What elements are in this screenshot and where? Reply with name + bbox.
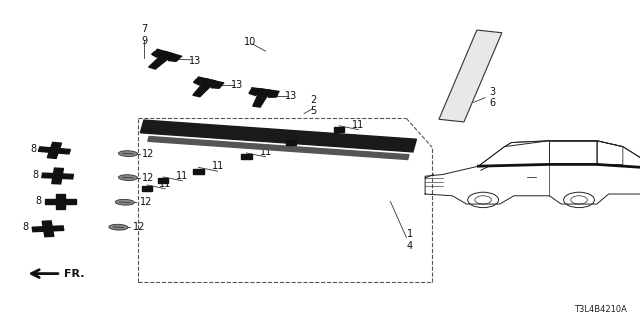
Polygon shape — [253, 89, 271, 107]
Text: 12: 12 — [140, 197, 152, 207]
Text: 12: 12 — [133, 222, 146, 232]
Polygon shape — [42, 173, 74, 179]
Polygon shape — [148, 137, 409, 159]
Text: 11: 11 — [159, 179, 172, 189]
Polygon shape — [38, 147, 70, 154]
Text: 3
6: 3 6 — [490, 87, 496, 108]
Text: 11: 11 — [259, 147, 272, 157]
Bar — [286, 140, 296, 145]
Polygon shape — [32, 226, 64, 232]
Text: 1
4: 1 4 — [406, 229, 413, 251]
Text: 13: 13 — [189, 56, 202, 66]
Polygon shape — [56, 194, 65, 209]
Text: 13: 13 — [230, 80, 243, 90]
Polygon shape — [193, 79, 216, 97]
Polygon shape — [439, 30, 502, 122]
Text: 8: 8 — [22, 222, 29, 232]
Polygon shape — [195, 77, 224, 88]
Polygon shape — [140, 120, 417, 152]
Polygon shape — [148, 52, 174, 69]
Text: T3L4B4210A: T3L4B4210A — [574, 305, 627, 314]
Ellipse shape — [115, 199, 134, 205]
Text: 11: 11 — [211, 161, 224, 172]
Polygon shape — [193, 79, 202, 85]
Bar — [158, 178, 168, 183]
Text: FR.: FR. — [64, 268, 84, 279]
Polygon shape — [211, 85, 222, 88]
Bar — [334, 127, 344, 132]
Text: 8: 8 — [35, 196, 42, 206]
Polygon shape — [168, 58, 179, 61]
Ellipse shape — [118, 175, 138, 180]
Bar — [193, 169, 204, 174]
Text: 8: 8 — [32, 170, 38, 180]
Text: 11: 11 — [176, 171, 189, 181]
Polygon shape — [153, 49, 182, 61]
Text: 11: 11 — [352, 120, 365, 130]
Polygon shape — [250, 88, 279, 97]
Polygon shape — [42, 221, 54, 237]
Text: 12: 12 — [142, 172, 155, 183]
Polygon shape — [52, 168, 63, 184]
Text: 10: 10 — [243, 36, 256, 47]
Ellipse shape — [118, 151, 138, 156]
Polygon shape — [249, 90, 257, 96]
Bar — [142, 186, 152, 191]
Text: 8: 8 — [30, 144, 36, 155]
Polygon shape — [268, 94, 278, 97]
Text: 13: 13 — [285, 91, 298, 101]
Text: 12: 12 — [142, 148, 155, 159]
Polygon shape — [45, 199, 76, 204]
Polygon shape — [152, 52, 160, 57]
Polygon shape — [47, 142, 61, 158]
Bar — [241, 154, 252, 159]
Text: 11: 11 — [306, 133, 319, 143]
Text: 7
9: 7 9 — [141, 24, 147, 46]
Ellipse shape — [109, 224, 128, 230]
Text: 2
5: 2 5 — [310, 95, 317, 116]
